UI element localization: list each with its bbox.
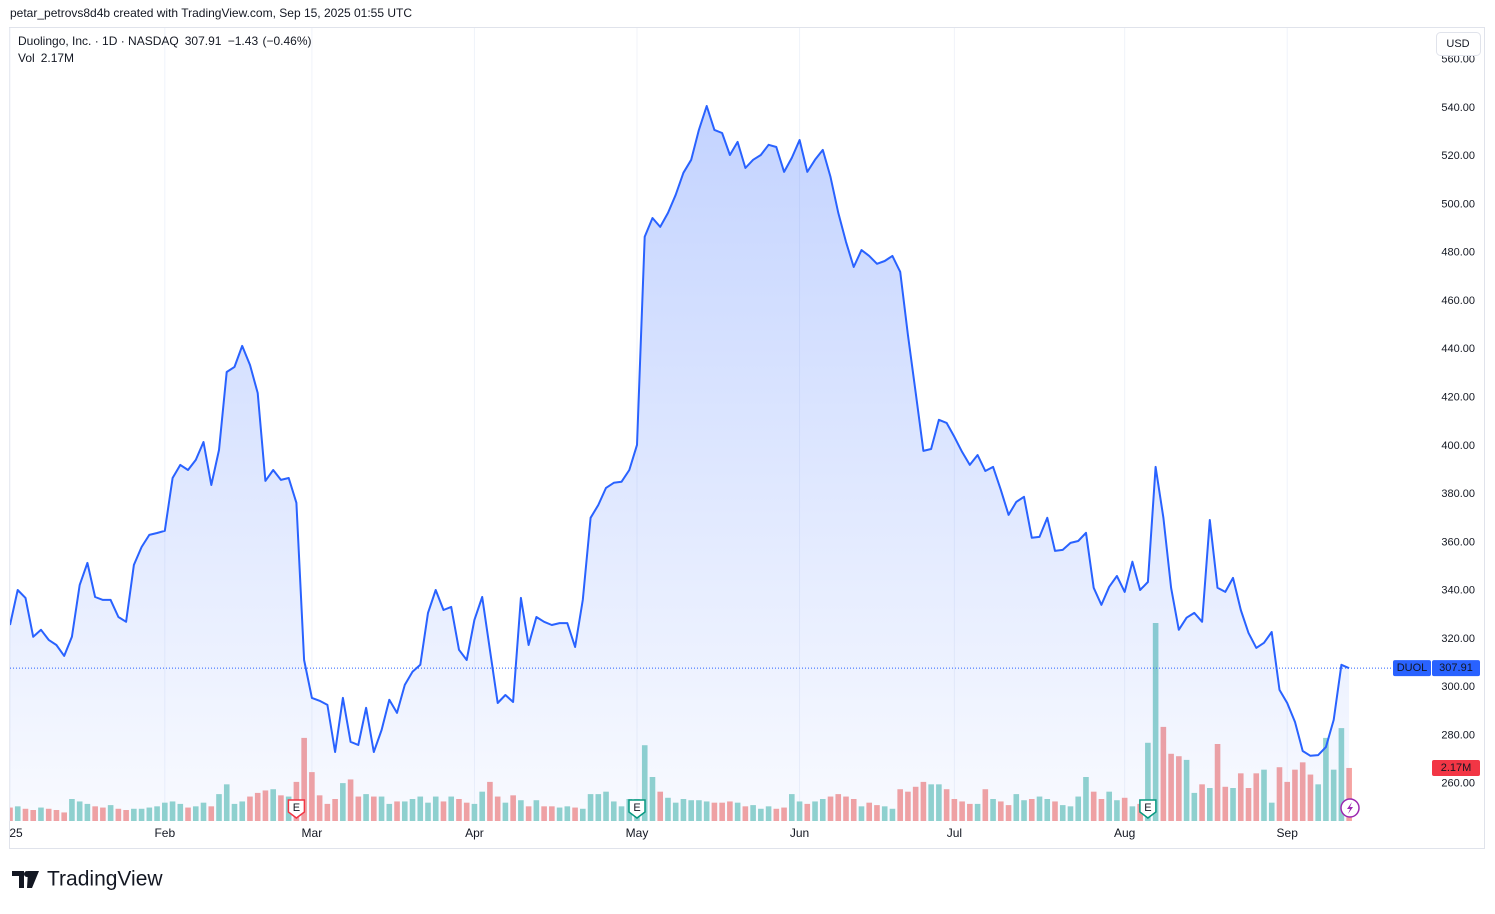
brand-name: TradingView: [47, 868, 163, 891]
x-tick-label: Feb: [154, 826, 175, 840]
earnings-label: E: [293, 802, 300, 814]
legend-change: −1.43: [228, 34, 259, 48]
earnings-marker: [1139, 799, 1157, 819]
y-tick-label: 560.00: [1441, 54, 1475, 66]
x-tick-label: Jun: [790, 826, 809, 840]
x-tick-label: Jul: [947, 826, 962, 840]
earnings-marker: [628, 799, 646, 819]
volume-bar: [1346, 767, 1352, 821]
y-tick-label: 460.00: [1441, 295, 1475, 307]
y-tick-label: 380.00: [1441, 488, 1475, 500]
x-tick-label: 25: [9, 826, 23, 840]
y-tick-label: 280.00: [1441, 729, 1475, 741]
earnings-label: E: [633, 802, 640, 814]
y-tick-label: 360.00: [1441, 536, 1475, 548]
x-tick-label: Aug: [1114, 826, 1135, 840]
legend-volume: 2.17M: [41, 51, 74, 65]
y-tick-label: 520.00: [1441, 150, 1475, 162]
y-tick-label: 500.00: [1441, 198, 1475, 210]
y-tick-label: 480.00: [1441, 247, 1475, 259]
x-tick-label: Sep: [1277, 826, 1299, 840]
y-tick-label: 440.00: [1441, 343, 1475, 355]
legend-symbol: Duolingo, Inc. · 1D · NASDAQ: [18, 34, 179, 48]
earnings-marker: [287, 799, 306, 819]
y-tick-label: 340.00: [1441, 585, 1475, 597]
volume-box: [1432, 759, 1480, 776]
price-label: 307.91: [1439, 662, 1473, 674]
y-tick-label: 320.00: [1441, 633, 1475, 645]
price-area: [10, 106, 1350, 821]
x-tick-label: May: [626, 826, 649, 840]
volume-label: 2.17M: [1441, 762, 1472, 774]
alert-icon[interactable]: [1340, 798, 1360, 818]
y-tick-label: 260.00: [1441, 778, 1475, 790]
currency-label[interactable]: USD: [1446, 38, 1469, 50]
y-tick-label: 420.00: [1441, 391, 1475, 403]
legend-volume-name: Vol: [18, 51, 35, 65]
credit: petar_petrovs8d4b created with TradingVi…: [10, 6, 412, 20]
brand-mark: [12, 870, 39, 888]
price-box: [1432, 660, 1480, 677]
legend-price: 307.91: [185, 34, 222, 48]
x-tick-label: Mar: [302, 826, 323, 840]
currency-button-box[interactable]: [1436, 32, 1481, 56]
currency-button[interactable]: USD: [1436, 32, 1481, 56]
earnings-label: E: [1144, 802, 1151, 814]
alert-bolt[interactable]: [1347, 802, 1353, 814]
x-tick-label: Apr: [465, 826, 484, 840]
legend: Duolingo, Inc. · 1D · NASDAQ 307.91 −1.4…: [18, 34, 311, 65]
price-line: [10, 105, 1350, 757]
y-tick-label: 540.00: [1441, 102, 1475, 114]
y-tick-label: 400.00: [1441, 440, 1475, 452]
symbol-box: [1393, 660, 1431, 677]
legend-change-percent: (−0.46%): [262, 34, 311, 48]
brand-logo: TradingView: [12, 868, 163, 891]
y-tick-label: 300.00: [1441, 681, 1475, 693]
symbol-label: DUOL: [1397, 662, 1428, 674]
